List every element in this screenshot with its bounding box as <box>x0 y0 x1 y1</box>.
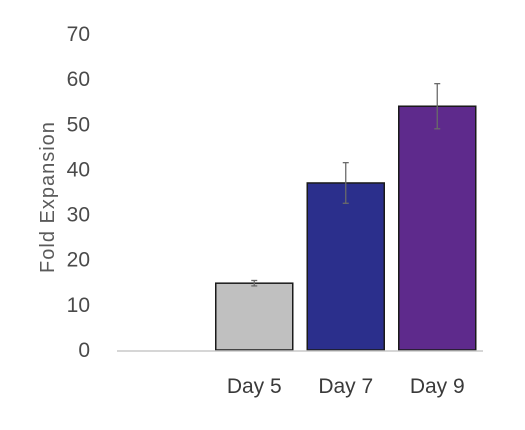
x-category-label: Day 7 <box>318 375 373 398</box>
bar <box>215 282 294 351</box>
y-tick-label: 30 <box>67 204 90 227</box>
x-category-labels: Day 5 Day 7 Day 9 <box>227 375 465 398</box>
y-tick-label: 20 <box>67 249 90 272</box>
error-bar <box>434 83 441 130</box>
y-tick-label: 40 <box>67 158 90 181</box>
y-tick-label: 50 <box>67 113 90 136</box>
error-bars <box>251 83 441 287</box>
y-tick-label: 70 <box>67 23 90 46</box>
y-tick-label: 60 <box>67 68 90 91</box>
y-tick-labels: 0 10 20 30 40 50 60 70 <box>67 23 90 362</box>
y-tick-label: 10 <box>67 294 90 317</box>
bar <box>306 182 385 351</box>
bars <box>215 105 477 351</box>
error-bar <box>251 279 258 287</box>
x-category-label: Day 9 <box>410 375 465 398</box>
y-tick-label: 0 <box>78 339 90 362</box>
error-bar <box>342 162 349 204</box>
bar <box>398 105 477 351</box>
y-axis-title: Fold Expansion <box>37 121 59 273</box>
x-category-label: Day 5 <box>227 375 282 398</box>
